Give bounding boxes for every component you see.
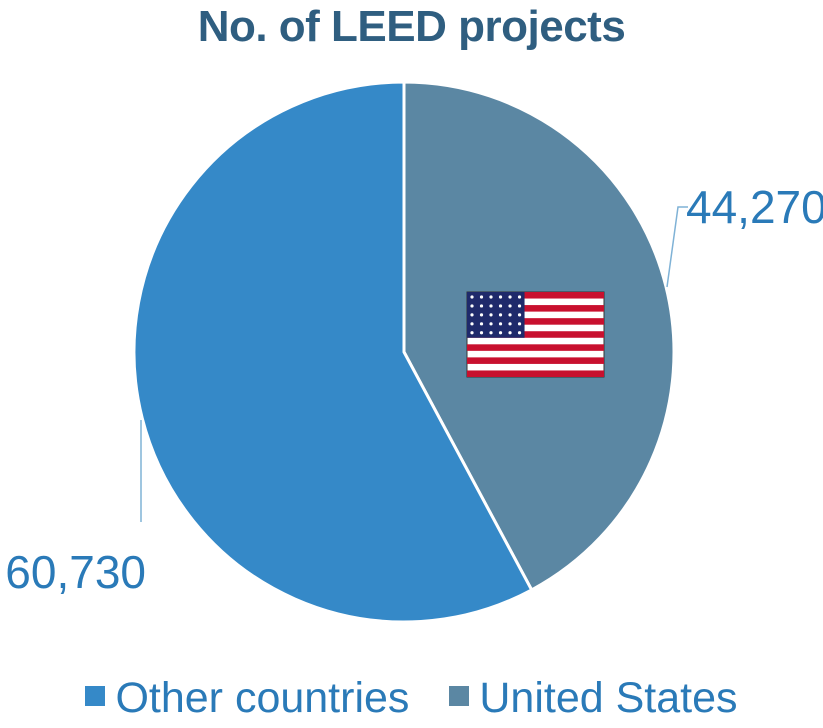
legend-item-united-states: United States	[449, 674, 737, 723]
legend-item-other-countries: Other countries	[85, 674, 409, 723]
leader-line-united-states	[667, 207, 688, 287]
legend-swatch-united-states	[449, 686, 469, 706]
legend-label-united-states: United States	[479, 674, 737, 722]
data-label-united-states: 44,270	[686, 181, 823, 233]
legend-swatch-other-countries	[85, 686, 105, 706]
data-label-other-countries: 60,730	[5, 546, 146, 598]
legend-label-other-countries: Other countries	[115, 674, 409, 722]
us-flag-icon	[467, 292, 604, 377]
legend: Other countries United States	[0, 674, 823, 723]
